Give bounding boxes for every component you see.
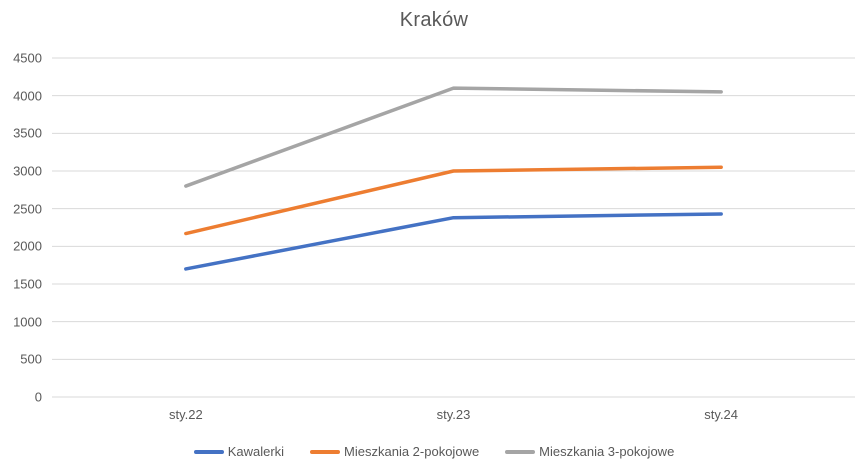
y-axis-tick-label: 3000 [13, 163, 42, 179]
legend: Kawalerki Mieszkania 2-pokojowe Mieszkania… [0, 444, 868, 459]
chart-title: Kraków [399, 9, 469, 31]
legend-item-mieszkania-2-pokojowe: Mieszkania 2-pokojowe [310, 444, 479, 459]
legend-label: Kawalerki [227, 444, 285, 459]
y-axis-tick-label: 500 [20, 351, 42, 367]
x-axis-label: sty.24 [704, 407, 739, 422]
series-line-mieszkania-2-pokojowe [184, 165, 723, 236]
y-axis-tick-label: 2000 [13, 238, 42, 254]
legend-item-kawalerki: Kawalerki [193, 444, 285, 459]
y-axis-tick-label: 3500 [13, 125, 42, 141]
legend-item-mieszkania-3-pokojowe: Mieszkania 3-pokojowe [505, 444, 674, 459]
legend-line-swatch [505, 449, 536, 454]
y-axis-tick-label: 2500 [13, 201, 42, 217]
x-axis-label: sty.22 [168, 407, 203, 422]
legend-line-swatch [193, 449, 224, 454]
y-axis-tick-label: 1500 [13, 276, 42, 292]
series-line-kawalerki [184, 212, 723, 271]
y-axis-tick-label: 0 [34, 389, 42, 405]
y-axis-tick-label: 4000 [13, 88, 42, 104]
x-axis-label: sty.23 [436, 407, 471, 422]
legend-line-swatch [310, 449, 341, 454]
y-axis-tick-label: 4500 [13, 50, 42, 66]
series-line-mieszkania-3-pokojowe [184, 86, 723, 188]
legend-label: Mieszkania 2-pokojowe [344, 444, 480, 459]
y-axis-tick-label: 1000 [13, 314, 42, 330]
legend-label: Mieszkania 3-pokojowe [539, 444, 675, 459]
